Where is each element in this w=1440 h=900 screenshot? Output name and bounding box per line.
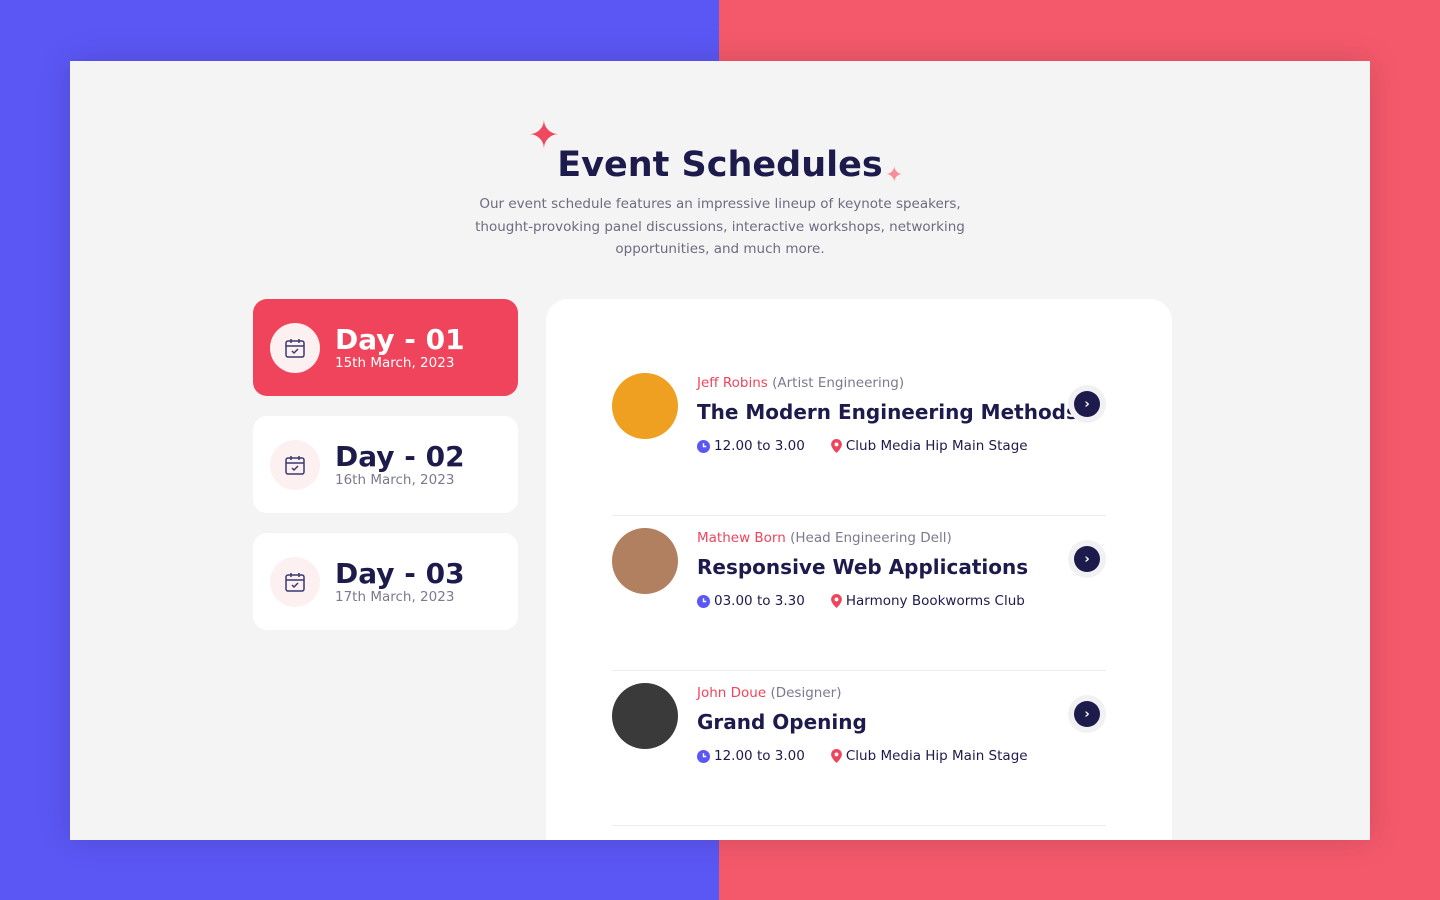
calendar-icon	[270, 556, 320, 607]
speaker-avatar	[612, 683, 678, 749]
chevron-right-icon: ›	[1074, 701, 1100, 727]
day-tab-1[interactable]: Day - 01 15th March, 2023	[253, 299, 518, 396]
speaker-avatar	[612, 528, 678, 594]
session-time: 12.00 to 3.00	[714, 748, 805, 764]
calendar-icon	[270, 439, 320, 490]
sparkle-icon: ✦	[528, 113, 560, 157]
location-pin-icon	[830, 439, 842, 453]
day-date: 17th March, 2023	[335, 588, 455, 605]
session-venue: Club Media Hip Main Stage	[845, 438, 1028, 454]
day-date: 15th March, 2023	[335, 354, 455, 371]
session-venue: Harmony Bookworms Club	[845, 593, 1025, 609]
session-details-button[interactable]: ›	[1068, 385, 1106, 423]
session-time: 12.00 to 3.00	[714, 438, 805, 454]
session-title: Responsive Web Applications	[697, 555, 1029, 579]
clock-icon	[697, 439, 710, 453]
speaker: John Doue (Designer)	[697, 685, 841, 701]
session-title: The Modern Engineering Methods	[697, 400, 1078, 424]
session-title: Grand Opening	[697, 710, 867, 734]
day-label: Day - 03	[335, 556, 465, 590]
day-date: 16th March, 2023	[335, 471, 455, 488]
session-meta: 03.00 to 3.30 Harmony Bookworms Club	[697, 593, 1025, 609]
location-pin-icon	[830, 749, 842, 763]
speaker-name: Jeff Robins	[697, 375, 768, 391]
day-label: Day - 01	[335, 322, 465, 356]
clock-icon	[697, 594, 710, 608]
day-label: Day - 02	[335, 439, 465, 473]
speaker-name: John Doue	[697, 685, 767, 701]
clock-icon	[697, 749, 710, 763]
page-frame: ✦ ✦ Event Schedules Our event schedule f…	[70, 61, 1370, 840]
location-pin-icon	[830, 594, 842, 608]
speaker-name: Mathew Born	[697, 530, 786, 546]
day-tab-3[interactable]: Day - 03 17th March, 2023	[253, 533, 518, 630]
chevron-right-icon: ›	[1074, 391, 1100, 417]
speaker-avatar	[612, 373, 678, 439]
session-time: 03.00 to 3.30	[714, 593, 805, 609]
session-item: Mathew Born (Head Engineering Dell) Resp…	[612, 516, 1106, 671]
speaker: Mathew Born (Head Engineering Dell)	[697, 530, 952, 546]
sparkle-icon: ✦	[885, 163, 904, 188]
session-item: John Doue (Designer) Grand Opening 12.00…	[612, 671, 1106, 826]
page-description: Our event schedule features an impressiv…	[475, 196, 965, 257]
page-title: Event Schedules	[557, 145, 883, 185]
session-details-button[interactable]: ›	[1068, 695, 1106, 733]
calendar-icon	[270, 322, 320, 373]
session-meta: 12.00 to 3.00 Club Media Hip Main Stage	[697, 438, 1028, 454]
session-item: Jeff Robins (Artist Engineering) The Mod…	[612, 361, 1106, 516]
chevron-right-icon: ›	[1074, 546, 1100, 572]
sessions-panel: Jeff Robins (Artist Engineering) The Mod…	[546, 299, 1172, 840]
day-tab-2[interactable]: Day - 02 16th March, 2023	[253, 416, 518, 513]
speaker-role: (Artist Engineering)	[772, 375, 905, 391]
session-meta: 12.00 to 3.00 Club Media Hip Main Stage	[697, 748, 1028, 764]
session-details-button[interactable]: ›	[1068, 540, 1106, 578]
speaker-role: (Head Engineering Dell)	[790, 530, 952, 546]
session-venue: Club Media Hip Main Stage	[845, 748, 1028, 764]
speaker: Jeff Robins (Artist Engineering)	[697, 375, 904, 391]
speaker-role: (Designer)	[770, 685, 842, 701]
